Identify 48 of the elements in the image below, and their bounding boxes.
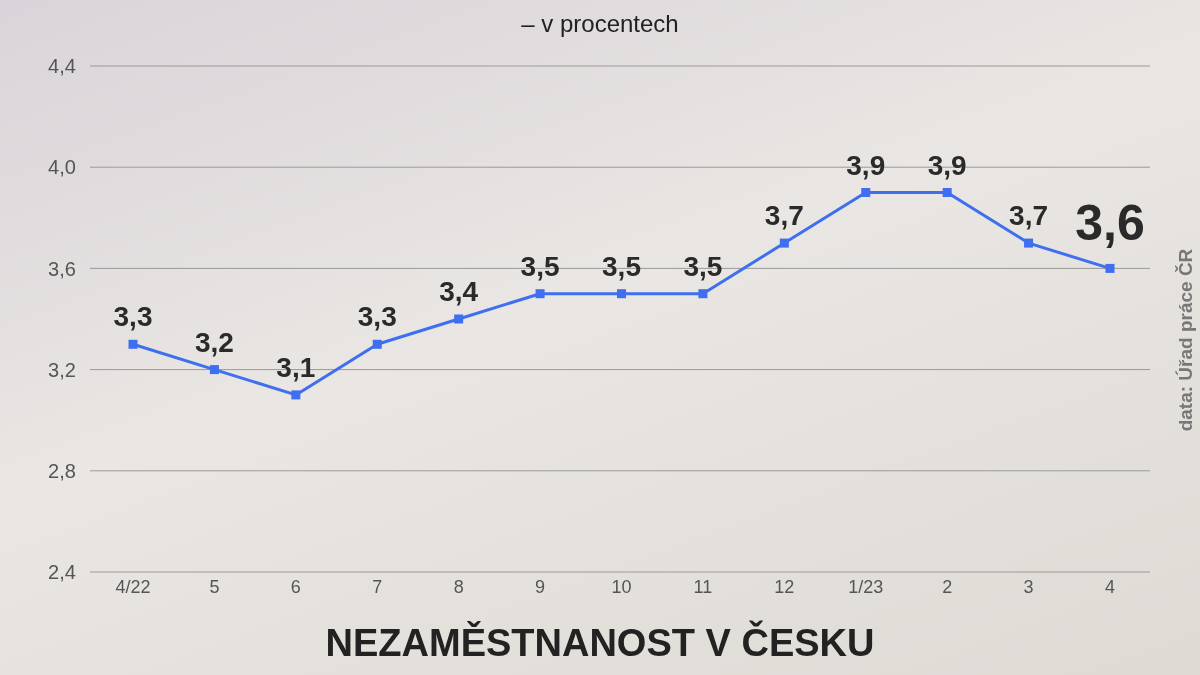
y-tick-label: 3,2 xyxy=(48,358,76,381)
y-tick-label: 4,4 xyxy=(48,55,76,78)
data-label: 3,5 xyxy=(520,250,560,282)
x-tick-label: 7 xyxy=(372,576,383,597)
x-tick-label: 12 xyxy=(774,576,795,597)
y-tick-label: 3,6 xyxy=(48,257,76,280)
data-label: 3,9 xyxy=(846,149,886,181)
x-tick-label: 8 xyxy=(453,576,464,597)
data-label: 3,7 xyxy=(764,200,804,232)
x-tick-label: 5 xyxy=(209,576,220,597)
x-tick-label: 1/23 xyxy=(848,576,884,597)
data-label: 3,6 xyxy=(1075,195,1145,252)
point xyxy=(291,390,301,400)
data-label: 3,1 xyxy=(276,351,316,383)
x-tick-label: 3 xyxy=(1023,576,1034,597)
data-label: 3,5 xyxy=(602,250,641,282)
point xyxy=(1105,263,1115,273)
x-tick-label: 10 xyxy=(611,576,632,597)
x-tick-label: 4 xyxy=(1104,576,1116,597)
point xyxy=(861,188,871,197)
x-tick-label: 6 xyxy=(290,576,301,597)
text: NEZAMĚSTNANOST V ČESKU xyxy=(324,622,876,665)
x-tick-label: 4/22 xyxy=(115,576,151,597)
chart-subtitle: – v procentech xyxy=(520,10,680,38)
data-label: 3,3 xyxy=(357,301,397,333)
y-tick-label: 4,0 xyxy=(48,156,76,179)
point xyxy=(535,289,545,299)
point xyxy=(372,339,382,349)
point xyxy=(1024,238,1034,248)
point xyxy=(698,289,708,299)
data-label: 3,9 xyxy=(927,149,967,181)
y-tick-label: 2,8 xyxy=(48,459,76,482)
point xyxy=(128,339,138,349)
point xyxy=(942,188,952,197)
x-tick-label: 9 xyxy=(535,576,546,597)
data-label: 3,3 xyxy=(113,301,153,333)
text: data: Úřad práce ČR xyxy=(1175,248,1197,432)
data-label: 3,4 xyxy=(439,276,479,307)
y-tick-label: 2,4 xyxy=(48,561,76,584)
data-label: 3,5 xyxy=(683,250,723,282)
data-label: 3,7 xyxy=(1009,200,1049,232)
point xyxy=(209,365,219,375)
point xyxy=(617,289,626,299)
x-tick-label: 11 xyxy=(693,576,713,597)
data-label: 3,2 xyxy=(194,326,234,358)
point xyxy=(779,238,789,248)
x-tick-label: 2 xyxy=(942,576,953,597)
point xyxy=(454,314,464,324)
